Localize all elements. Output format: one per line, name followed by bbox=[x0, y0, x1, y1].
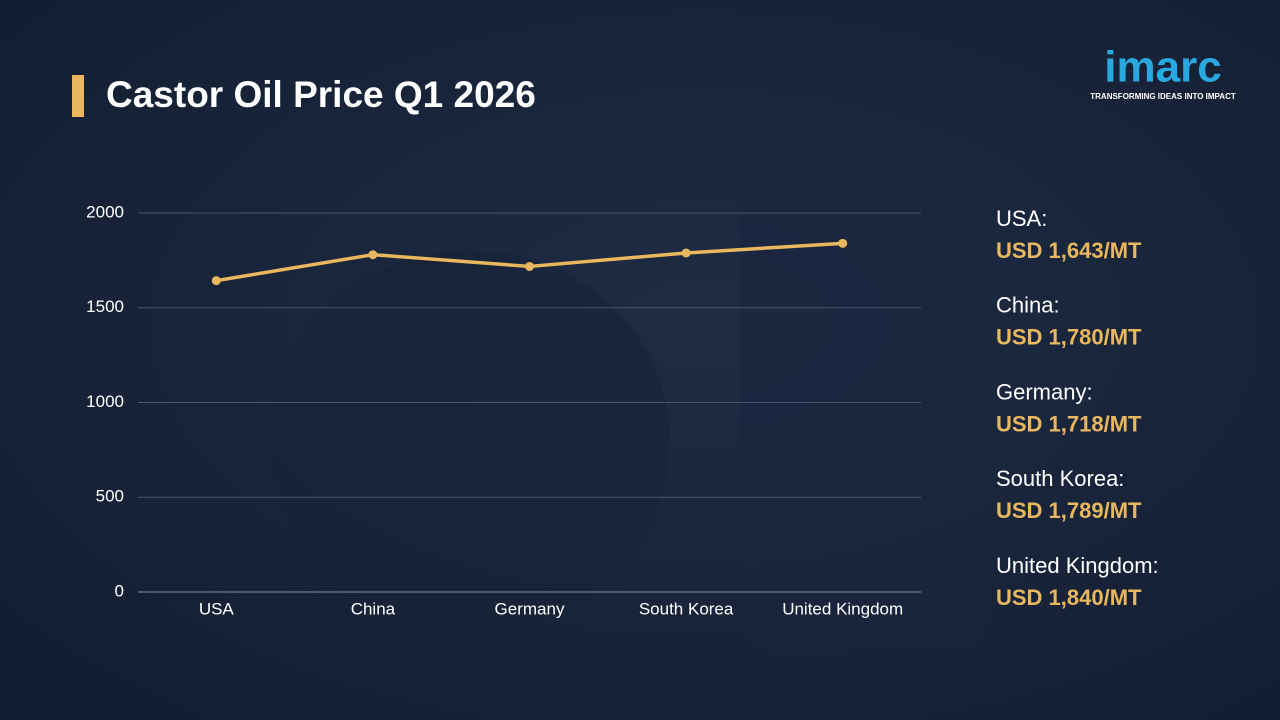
side-label: Germany: bbox=[996, 379, 1093, 404]
side-value: USD 1,780/MT bbox=[996, 325, 1142, 350]
background-shape bbox=[270, 250, 670, 630]
x-tick-label: China bbox=[351, 599, 396, 618]
logo-name: imarc bbox=[1104, 43, 1221, 92]
y-tick-label: 1500 bbox=[86, 297, 124, 316]
data-point bbox=[525, 261, 534, 271]
side-value: USD 1,643/MT bbox=[996, 238, 1142, 263]
title-accent bbox=[72, 75, 84, 117]
x-tick-label: South Korea bbox=[639, 599, 734, 618]
data-point bbox=[838, 238, 848, 248]
side-label: United Kingdom: bbox=[996, 553, 1159, 578]
side-label: USA: bbox=[996, 206, 1047, 231]
side-label: South Korea: bbox=[996, 466, 1124, 491]
side-value: USD 1,718/MT bbox=[996, 411, 1142, 436]
background-shape bbox=[740, 150, 990, 650]
data-point bbox=[681, 248, 691, 258]
y-tick-label: 0 bbox=[115, 581, 124, 600]
x-tick-label: USA bbox=[199, 599, 235, 618]
side-value: USD 1,789/MT bbox=[996, 498, 1142, 523]
x-tick-label: Germany bbox=[495, 599, 565, 618]
logo-tagline: TRANSFORMING IDEAS INTO IMPACT bbox=[1090, 92, 1236, 101]
data-point bbox=[368, 250, 378, 260]
data-point bbox=[211, 276, 221, 286]
y-tick-label: 500 bbox=[96, 487, 124, 506]
x-tick-label: United Kingdom bbox=[782, 599, 903, 618]
chart-title: Castor Oil Price Q1 2026 bbox=[106, 74, 536, 115]
side-value: USD 1,840/MT bbox=[996, 585, 1142, 610]
y-tick-label: 1000 bbox=[86, 392, 124, 411]
y-tick-label: 2000 bbox=[86, 202, 124, 221]
side-label: China: bbox=[996, 293, 1060, 318]
